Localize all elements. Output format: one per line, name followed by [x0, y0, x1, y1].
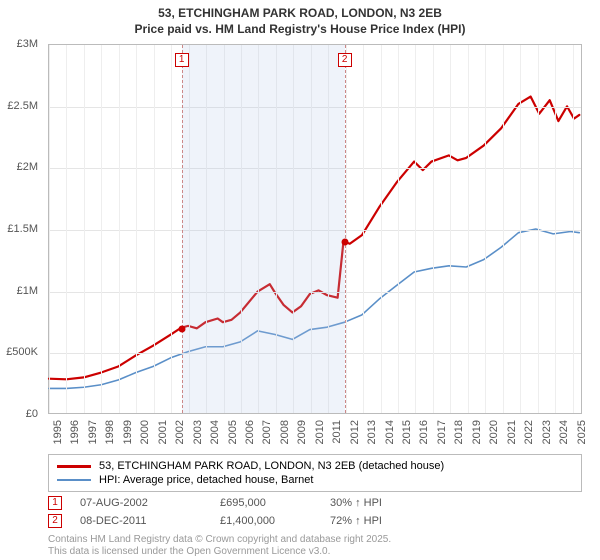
- gridline-v: [538, 45, 539, 413]
- x-tick-label: 2002: [174, 420, 186, 444]
- legend-label-2: HPI: Average price, detached house, Barn…: [99, 474, 313, 486]
- chart-container: { "title_line1": "53, ETCHINGHAM PARK RO…: [0, 0, 600, 560]
- event-dot: [341, 239, 348, 246]
- gridline-v: [555, 45, 556, 413]
- marker-price: £695,000: [220, 497, 330, 509]
- x-tick-label: 2016: [418, 420, 430, 444]
- chart-title: 53, ETCHINGHAM PARK ROAD, LONDON, N3 2EB…: [0, 0, 600, 37]
- y-tick-label: £1M: [17, 285, 38, 297]
- marker-date: 08-DEC-2011: [80, 515, 220, 527]
- marker-row: 2 08-DEC-2011£1,400,00072% ↑ HPI: [48, 512, 582, 530]
- gridline-v: [573, 45, 574, 413]
- gridline-v: [415, 45, 416, 413]
- gridline-v: [468, 45, 469, 413]
- shade-band: [182, 45, 345, 413]
- gridline-v: [84, 45, 85, 413]
- x-tick-label: 1999: [122, 420, 134, 444]
- y-tick-label: £1.5M: [7, 223, 38, 235]
- gridline-v: [101, 45, 102, 413]
- marker-table: 1 07-AUG-2002£695,00030% ↑ HPI 2 08-DEC-201…: [48, 494, 582, 530]
- x-tick-label: 1996: [69, 420, 81, 444]
- x-tick-label: 2025: [576, 420, 588, 444]
- x-tick-label: 2004: [209, 420, 221, 444]
- x-tick-label: 2008: [279, 420, 291, 444]
- legend-row-1: 53, ETCHINGHAM PARK ROAD, LONDON, N3 2EB…: [57, 459, 573, 473]
- legend: 53, ETCHINGHAM PARK ROAD, LONDON, N3 2EB…: [48, 454, 582, 492]
- x-tick-label: 2006: [244, 420, 256, 444]
- gridline-v: [119, 45, 120, 413]
- x-tick-label: 2022: [523, 420, 535, 444]
- x-tick-label: 2000: [139, 420, 151, 444]
- y-tick-label: £2.5M: [7, 100, 38, 112]
- footer-line2: This data is licensed under the Open Gov…: [48, 546, 582, 558]
- x-tick-label: 2013: [366, 420, 378, 444]
- x-tick-label: 2024: [558, 420, 570, 444]
- gridline-v: [66, 45, 67, 413]
- x-tick-label: 1997: [87, 420, 99, 444]
- marker-badge: 2: [48, 514, 62, 528]
- x-tick-label: 2005: [227, 420, 239, 444]
- legend-swatch-1: [57, 465, 91, 468]
- gridline-v: [520, 45, 521, 413]
- gridline-v: [450, 45, 451, 413]
- y-axis: £0£500K£1M£1.5M£2M£2.5M£3M: [0, 44, 44, 414]
- x-tick-label: 2019: [471, 420, 483, 444]
- gridline-v: [485, 45, 486, 413]
- x-tick-label: 2003: [192, 420, 204, 444]
- gridline-v: [381, 45, 382, 413]
- legend-label-1: 53, ETCHINGHAM PARK ROAD, LONDON, N3 2EB…: [99, 460, 444, 472]
- gridline-v: [398, 45, 399, 413]
- x-tick-label: 1995: [52, 420, 64, 444]
- legend-swatch-2: [57, 479, 91, 481]
- title-line2: Price paid vs. HM Land Registry's House …: [0, 22, 600, 38]
- gridline-v: [433, 45, 434, 413]
- gridline-v: [154, 45, 155, 413]
- x-tick-label: 2021: [506, 420, 518, 444]
- gridline-v: [49, 45, 50, 413]
- x-tick-label: 2009: [296, 420, 308, 444]
- gridline-v: [363, 45, 364, 413]
- legend-row-2: HPI: Average price, detached house, Barn…: [57, 473, 573, 487]
- event-badge: 2: [338, 53, 352, 67]
- y-tick-label: £500K: [6, 346, 38, 358]
- y-tick-label: £3M: [17, 38, 38, 50]
- x-tick-label: 1998: [104, 420, 116, 444]
- gridline-v: [136, 45, 137, 413]
- event-dot: [178, 326, 185, 333]
- x-tick-label: 2018: [453, 420, 465, 444]
- footer-line1: Contains HM Land Registry data © Crown c…: [48, 534, 582, 546]
- footer: Contains HM Land Registry data © Crown c…: [48, 534, 582, 557]
- title-line1: 53, ETCHINGHAM PARK ROAD, LONDON, N3 2EB: [0, 6, 600, 22]
- x-tick-label: 2010: [314, 420, 326, 444]
- x-axis: 1995 1996 1997 1998 1999 2000 2001 2002 2003 2004…: [48, 416, 582, 456]
- x-tick-label: 2023: [541, 420, 553, 444]
- event-line: [182, 45, 183, 413]
- x-tick-label: 2015: [401, 420, 413, 444]
- x-tick-label: 2020: [488, 420, 500, 444]
- gridline-v: [346, 45, 347, 413]
- x-tick-label: 2001: [157, 420, 169, 444]
- plot-area: 12: [48, 44, 582, 414]
- gridline-v: [171, 45, 172, 413]
- marker-hpi: 72% ↑ HPI: [330, 515, 382, 527]
- marker-date: 07-AUG-2002: [80, 497, 220, 509]
- marker-price: £1,400,000: [220, 515, 330, 527]
- x-tick-label: 2017: [436, 420, 448, 444]
- event-line: [345, 45, 346, 413]
- gridline-v: [503, 45, 504, 413]
- x-tick-label: 2014: [384, 420, 396, 444]
- marker-row: 1 07-AUG-2002£695,00030% ↑ HPI: [48, 494, 582, 512]
- x-tick-label: 2007: [261, 420, 273, 444]
- y-tick-label: £0: [26, 408, 38, 420]
- x-tick-label: 2011: [331, 420, 343, 444]
- event-badge: 1: [175, 53, 189, 67]
- marker-hpi: 30% ↑ HPI: [330, 497, 382, 509]
- marker-badge: 1: [48, 496, 62, 510]
- x-tick-label: 2012: [349, 420, 361, 444]
- y-tick-label: £2M: [17, 161, 38, 173]
